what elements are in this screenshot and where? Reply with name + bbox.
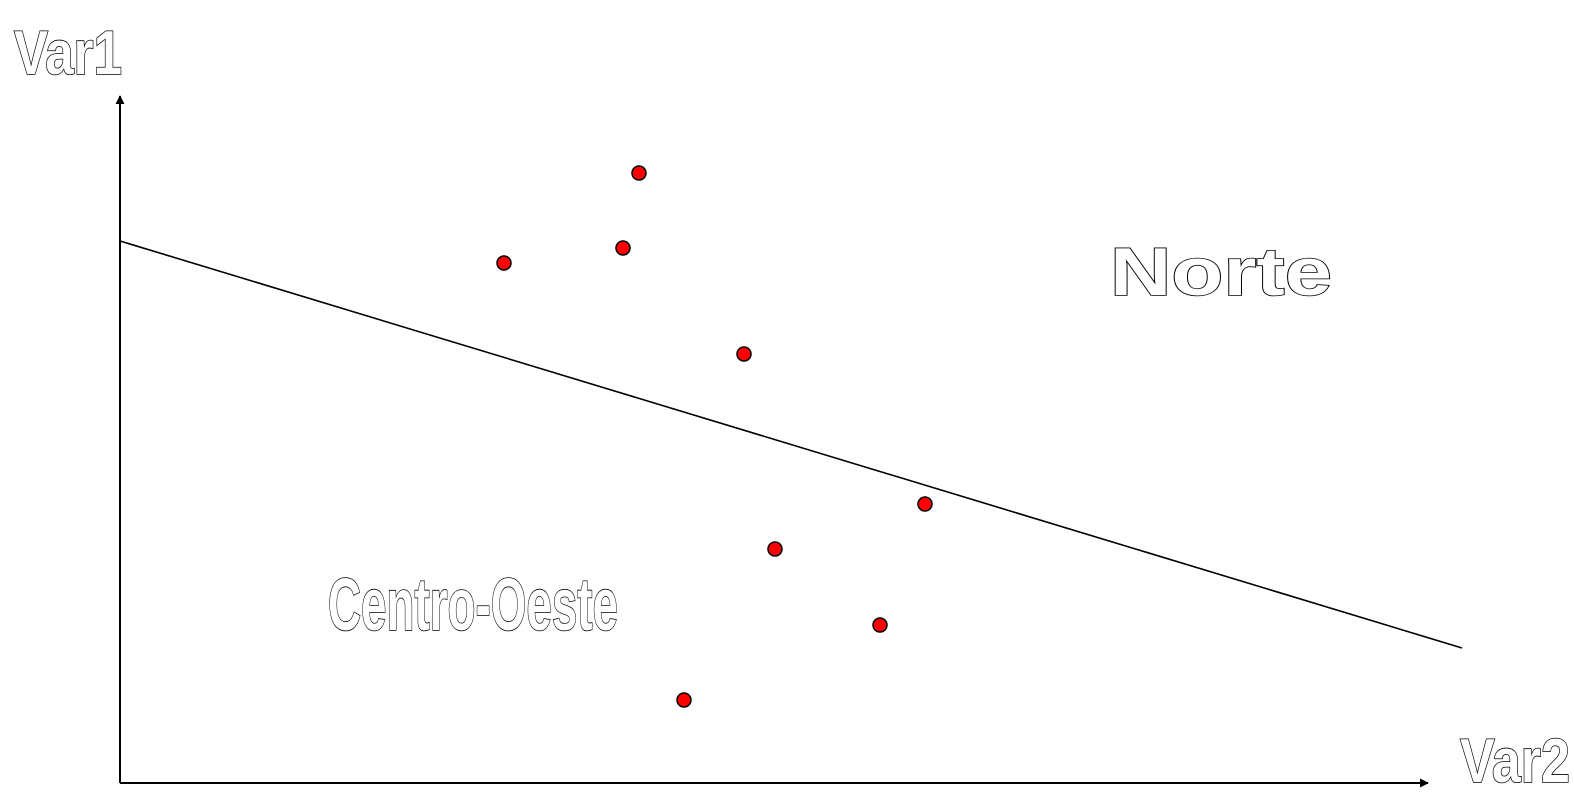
data-point (736, 346, 752, 362)
data-point (496, 255, 512, 271)
data-point (917, 496, 933, 512)
data-point (615, 240, 631, 256)
y-axis-label: Var1 (14, 19, 122, 88)
data-point (631, 165, 647, 181)
data-point (767, 541, 783, 557)
data-point (676, 692, 692, 708)
x-axis-label: Var2 (1460, 727, 1570, 794)
region-label-centro-oeste: Centro-Oeste (328, 563, 618, 646)
data-point (872, 617, 888, 633)
region-label-norte: Norte (1110, 234, 1332, 310)
separator-line (119, 240, 1463, 649)
